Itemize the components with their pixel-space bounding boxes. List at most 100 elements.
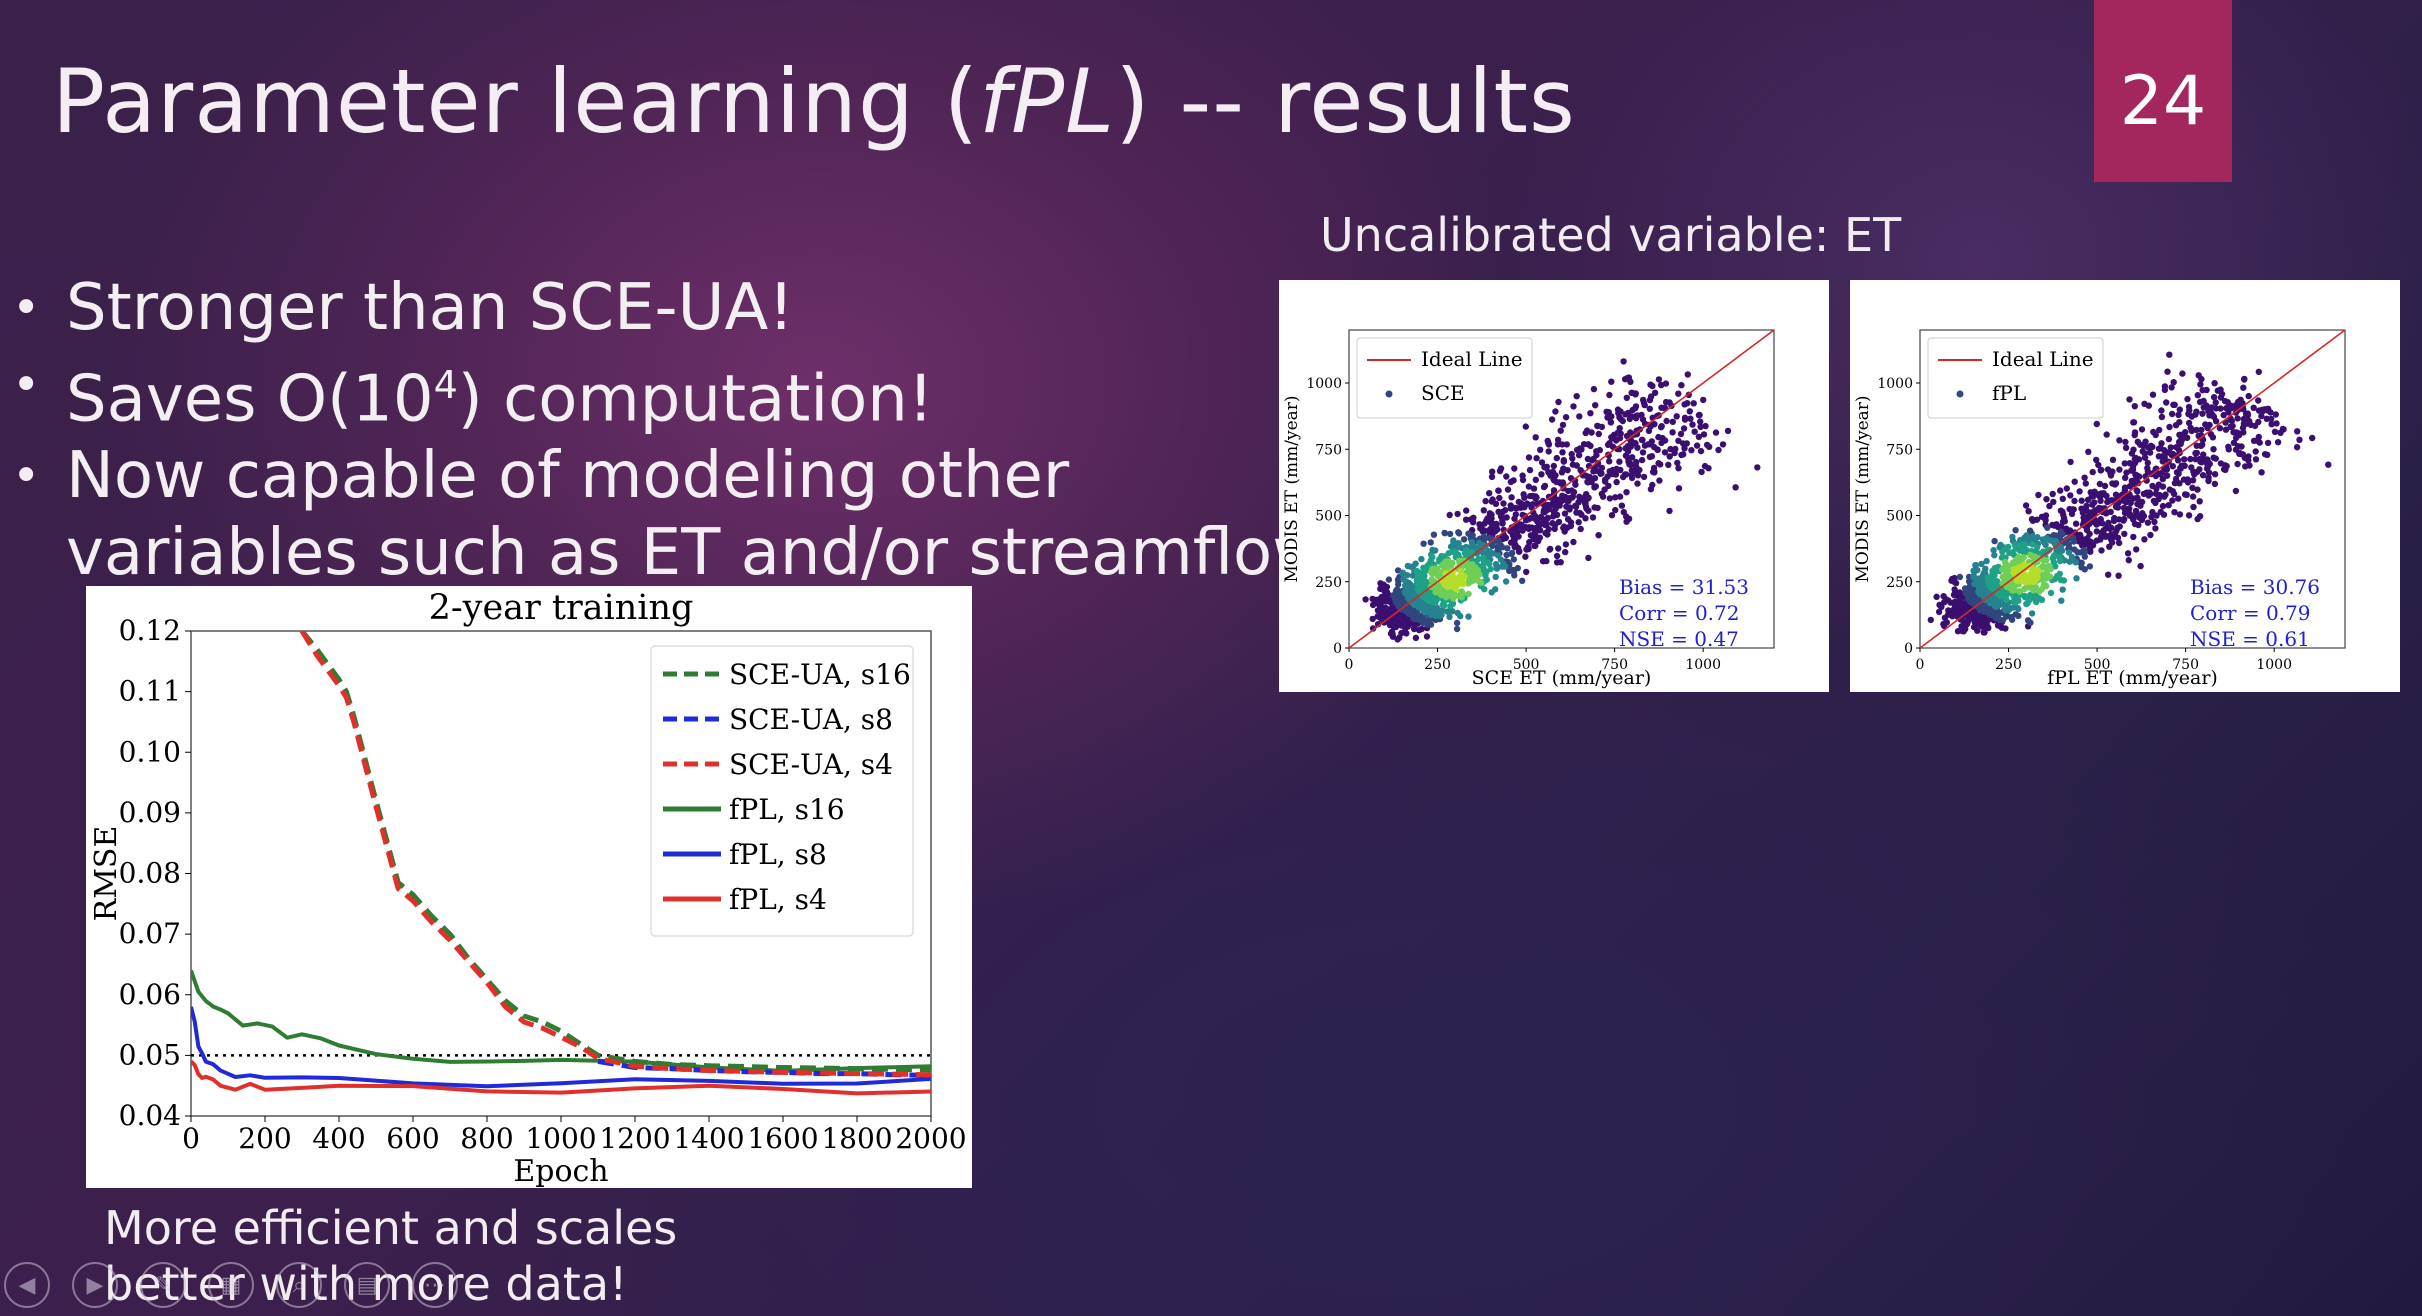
scatter-point [1656,477,1663,484]
scatter-point [2241,454,2249,462]
scatter-point [2211,380,2218,387]
scatter-point [1498,563,1506,570]
scatter-point [2196,398,2204,406]
scatter-point [1508,494,1515,501]
scatter-point [2121,509,2129,516]
scatter-point [2199,472,2207,479]
scatter-point [1634,480,1641,487]
scatter-point [1569,461,1577,468]
scatter-point [2115,539,2123,547]
legend-label: fPL, s4 [729,883,827,916]
scatter-point [1554,436,1562,443]
scatter-point [1956,573,1964,581]
scatter-point [2169,497,2176,504]
scatter-point [2109,480,2116,487]
scatter-point [2093,528,2100,535]
scatter-point [2155,453,2163,460]
scatter-point [1552,408,1559,415]
scatter-point [2095,461,2102,469]
scatter-point [2171,509,2178,516]
scatter-point [1622,411,1629,418]
more-icon[interactable]: ⋯ [412,1262,458,1308]
scatter-point [1538,459,1546,466]
scatter-point [2230,439,2238,446]
scatter-point [1551,525,1558,533]
scatter-point [1488,589,1495,596]
x-tick-label: 750 [1601,657,1628,673]
play-icon[interactable]: ▶ [72,1262,118,1308]
scatter-point [1591,504,1598,511]
scatter-point [2093,420,2100,428]
subtitles-icon[interactable]: ▤ [344,1262,390,1308]
scatter-point [1991,537,1998,545]
zoom-icon[interactable]: ⌕ [276,1262,322,1308]
scatter-point [1666,507,1673,515]
y-tick-label: 750 [1886,442,1913,458]
scatter-point [1432,547,1439,554]
scatter-point [2170,379,2177,386]
slides-icon[interactable]: ▦ [208,1262,254,1308]
scatter-point [1523,568,1530,576]
x-tick-label: 800 [460,1122,513,1155]
scatter-point [2084,496,2092,503]
scatter-point [2194,486,2201,493]
scatter-point [2194,392,2201,399]
scatter-point [2144,468,2152,475]
scatter-point [1715,446,1722,454]
scatter-point [2096,480,2104,488]
scatter-point [1595,532,1602,539]
scatter-point [2106,543,2113,550]
scatter-point [1646,396,1654,404]
series-line-fpl-s4 [191,1059,931,1096]
scatter-point [1604,414,1611,421]
scatter-point [2116,466,2123,473]
scatter-point [1526,466,1534,474]
scatter-point [1606,391,1613,399]
y-tick-label: 0.11 [119,675,181,708]
scatter-point [1575,452,1583,459]
scatter-point [1519,476,1527,484]
y-tick-label: 500 [1315,509,1342,525]
scatter-point [1688,447,1695,454]
legend-box [1927,337,2104,419]
scatter-point [1678,382,1685,389]
x-tick-label: 0 [1916,657,1925,673]
scatter-point [2156,426,2163,434]
scatter-point [1601,478,1609,485]
scatter-point [2137,441,2144,448]
back-icon[interactable]: ◀ [4,1262,50,1308]
scatter-point [1502,578,1510,585]
scatter-point [2132,508,2140,516]
scatter-point [1480,559,1488,567]
scatter-point [1658,381,1665,389]
scatter-point [1446,511,1453,519]
scatter-point [2176,480,2183,487]
scatter-point [1553,454,1560,462]
scatter-point [1444,608,1451,615]
scatter-point [1460,536,1468,543]
scatter-point [1559,421,1567,429]
bullet-item: • Saves O(104) computation! [12,347,1325,438]
scatter-point [2047,589,2055,597]
scatter-point [2136,514,2143,521]
scatter-point [1412,560,1419,567]
scatter-point [1626,415,1633,423]
scatter-point [2234,415,2241,422]
scatter-point [2325,461,2332,468]
scatter-point [1612,494,1619,501]
scatter-point [2227,423,2234,431]
scatter-point [2138,426,2146,433]
scatter-point [2192,456,2199,463]
scatter-point [1565,487,1572,495]
scatter-point [1628,474,1636,482]
scatter-point [1554,441,1562,448]
scatter-point [1628,467,1635,474]
scatter-point [1540,483,1548,491]
scatter-point [1530,485,1538,492]
scatter-point [1589,514,1597,521]
scatter-point [1681,401,1688,408]
scatter-point [2217,405,2224,412]
scatter-point [2206,412,2213,419]
pen-icon[interactable]: ✎ [140,1262,186,1308]
scatter-point [2098,547,2105,554]
